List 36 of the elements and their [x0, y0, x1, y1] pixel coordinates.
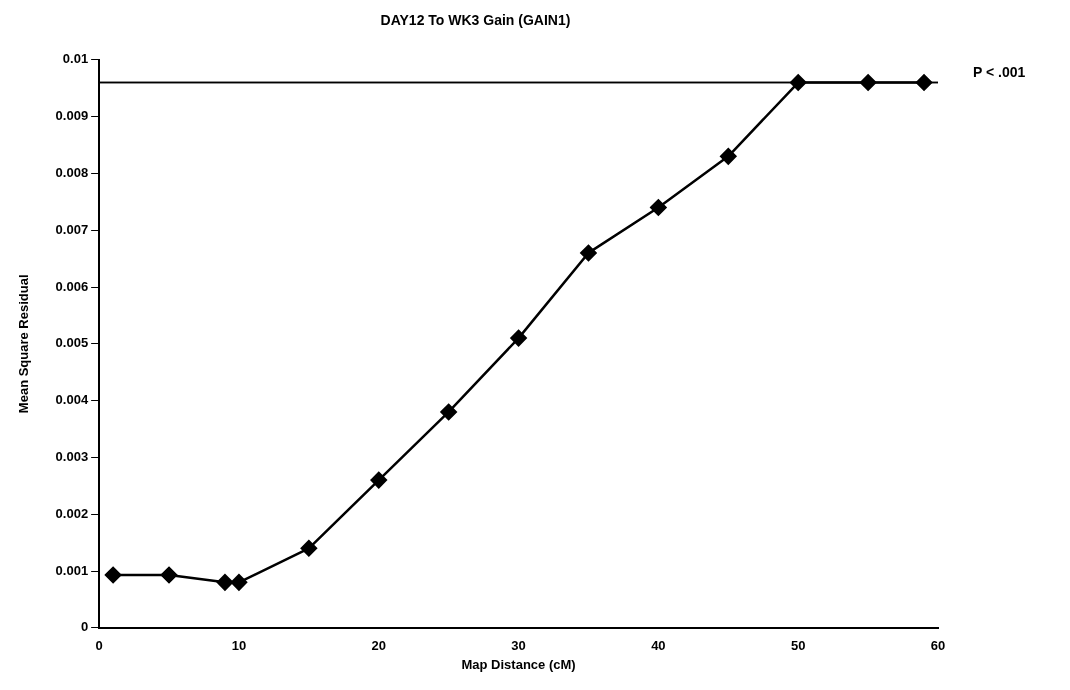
point	[859, 74, 877, 91]
x-axis-title: Map Distance (cM)	[461, 656, 576, 672]
y-tick-label: 0.003	[55, 448, 89, 464]
y-tick-label: 0.004	[55, 392, 89, 408]
y-tick-label: 0.01	[62, 51, 89, 67]
y-tick-label: 0.009	[55, 108, 89, 124]
point	[230, 574, 248, 591]
x-tick-label: 40	[651, 638, 666, 654]
x-tick-label: 30	[511, 638, 526, 654]
y-tick-label: 0	[80, 619, 89, 635]
x-tick-label: 0	[95, 638, 103, 654]
y-tick-label: 0.006	[55, 278, 89, 294]
ref-line-label: P < .001	[973, 64, 1026, 81]
point	[440, 403, 457, 421]
y-axis-title: Mean Square Residual	[16, 274, 32, 414]
point	[580, 244, 597, 262]
x-tick-label: 20	[371, 638, 386, 654]
point	[370, 471, 387, 489]
point	[915, 74, 933, 91]
point	[104, 566, 122, 584]
point	[160, 566, 178, 584]
y-tick-label: 0.008	[55, 164, 89, 180]
chart-title: DAY12 To WK3 Gain (GAIN1)	[380, 12, 571, 29]
point	[510, 329, 527, 347]
point	[720, 148, 737, 165]
x-tick-label: 50	[790, 638, 806, 654]
x-tick-label: 10	[231, 638, 247, 654]
y-tick-label: 0.007	[55, 221, 89, 237]
y-tick-label: 0.001	[55, 562, 89, 578]
point	[300, 540, 318, 557]
point	[650, 199, 667, 216]
y-tick-label: 0.002	[55, 505, 89, 521]
x-tick-label: 60	[930, 638, 946, 654]
point	[789, 74, 807, 91]
point	[216, 574, 234, 591]
y-tick-label: 0.005	[55, 335, 89, 351]
